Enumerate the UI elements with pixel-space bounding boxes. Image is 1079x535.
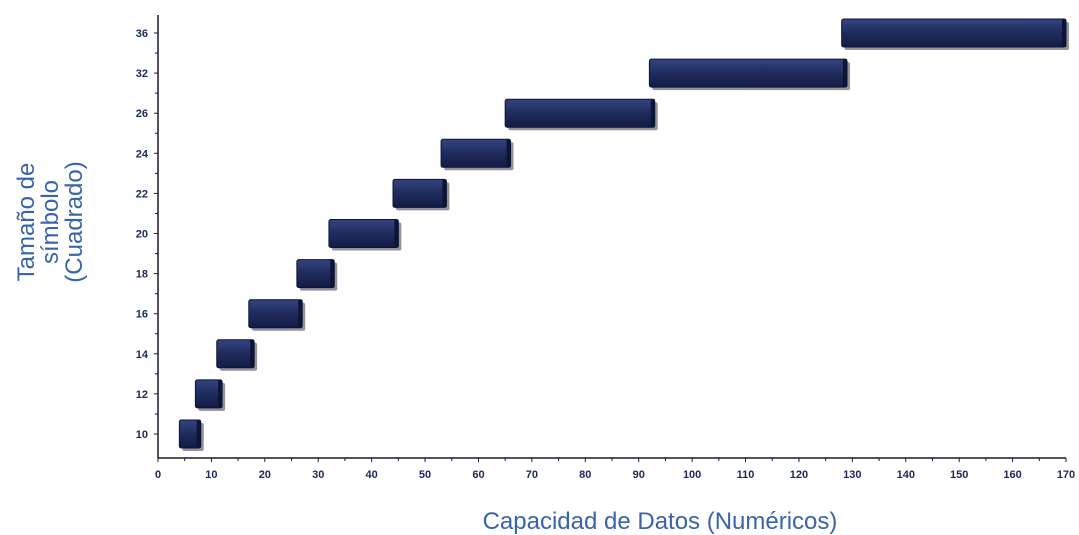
bar-end-cap: [442, 179, 447, 208]
bar: [248, 299, 306, 331]
bar: [328, 219, 402, 251]
x-tick-label: 50: [419, 469, 431, 481]
y-axis-title-line-1: Tamaño de: [13, 163, 40, 282]
y-tick-label: 22: [136, 188, 148, 200]
y-axis-title-line-3: (Cuadrado): [61, 161, 88, 282]
bar-body: [328, 219, 399, 248]
x-tick-label: 20: [259, 469, 271, 481]
x-tick-label: 160: [1003, 469, 1021, 481]
bar-end-cap: [1062, 19, 1066, 47]
bar-body: [296, 259, 335, 289]
x-tick-label: 30: [312, 469, 324, 481]
bar: [648, 58, 851, 91]
bars: [178, 18, 1069, 451]
bar-end-cap: [330, 259, 335, 288]
bar: [178, 419, 204, 451]
bar: [296, 259, 338, 291]
x-tick-label: 80: [579, 469, 591, 481]
x-tick-label: 100: [683, 469, 701, 481]
y-tick-label: 32: [136, 68, 148, 80]
x-tick-label: 10: [205, 469, 217, 481]
x-ticks: 0 10 20 30 40 50 60 70 80 90 100 110 120 130 140 150 160…: [155, 458, 1075, 481]
x-tick-label: 90: [633, 469, 645, 481]
x-tick-label: 110: [737, 469, 755, 481]
x-axis-title: Capacidad de Datos (Numéricos): [483, 508, 838, 535]
bar-body: [841, 18, 1067, 48]
bar-end-cap: [394, 219, 399, 248]
bar-body: [248, 299, 303, 329]
x-tick-label: 130: [843, 469, 861, 481]
bar-end-cap: [843, 59, 848, 88]
bar-end-cap: [250, 339, 255, 368]
axes: [157, 15, 1066, 459]
x-tick-label: 0: [155, 469, 161, 481]
x-tick-label: 40: [366, 469, 378, 481]
x-tick-label: 150: [950, 469, 968, 481]
x-tick-label: 60: [472, 469, 484, 481]
y-tick-label: 12: [136, 389, 148, 401]
x-tick-label: 70: [526, 469, 538, 481]
y-tick-label: 16: [136, 309, 148, 321]
bar-body: [194, 379, 223, 409]
y-axis-title: Tamaño de símbolo (Cuadrado): [13, 161, 88, 282]
bar-end-cap: [506, 139, 511, 168]
bar: [392, 178, 450, 211]
bar-end-cap: [196, 420, 201, 448]
bar: [504, 98, 658, 131]
x-tick-label: 140: [897, 469, 915, 481]
y-tick-label: 10: [136, 429, 148, 441]
bar: [440, 138, 514, 171]
bar-body: [392, 178, 447, 208]
y-tick-label: 26: [136, 108, 148, 120]
y-axis-title-line-2: símbolo: [37, 180, 64, 264]
x-tick-label: 170: [1057, 469, 1075, 481]
bar-end-cap: [298, 299, 303, 328]
y-tick-label: 36: [136, 28, 148, 40]
y-tick-label: 14: [136, 349, 149, 361]
y-tick-label: 18: [136, 269, 148, 281]
bar-end-cap: [650, 99, 655, 128]
x-tick-label: 120: [790, 469, 808, 481]
y-ticks: 10 12 14 16 18 20 22 24 26 32 36: [136, 28, 158, 441]
bar-body: [648, 58, 848, 88]
bar: [194, 379, 226, 411]
bar: [216, 339, 258, 371]
bar: [841, 18, 1069, 50]
y-tick-label: 20: [136, 229, 148, 241]
y-tick-label: 24: [136, 148, 149, 160]
bar-end-cap: [218, 379, 223, 408]
bar-body: [216, 339, 255, 369]
bar-body: [440, 138, 512, 168]
bar-body: [504, 98, 656, 128]
